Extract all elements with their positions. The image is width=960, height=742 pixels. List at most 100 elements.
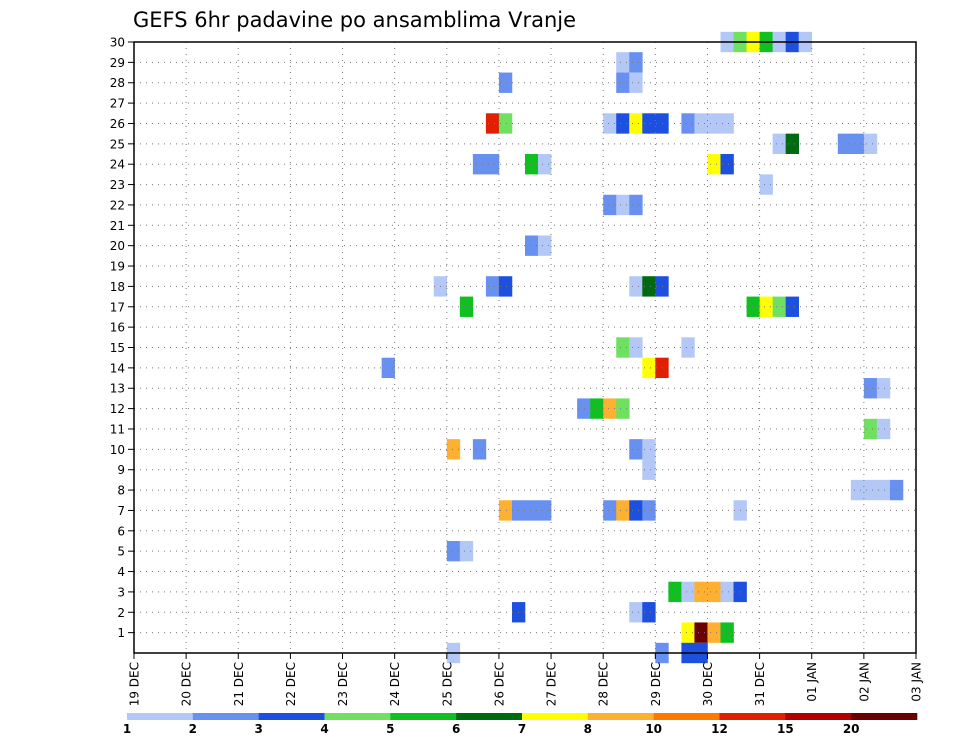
colorbar-tick-label: 6 — [452, 722, 460, 736]
y-tick-label: 23 — [110, 178, 125, 192]
heatmap-cell — [603, 113, 617, 134]
heatmap-cell — [720, 581, 734, 603]
heatmap-cell — [472, 154, 487, 175]
heatmap-cell — [642, 439, 656, 460]
x-tick-label: 19 DEC — [128, 662, 142, 706]
heatmap-cell — [772, 133, 786, 155]
heatmap-cell — [642, 602, 656, 623]
heatmap-cell — [707, 622, 721, 643]
x-tick-label: 25 DEC — [440, 662, 454, 706]
y-tick-label: 2 — [117, 606, 125, 620]
x-tick-label: 01 JAN — [805, 662, 819, 702]
colorbar-tick-label: 5 — [386, 722, 394, 736]
heatmap-cell — [459, 540, 474, 562]
y-tick-label: 21 — [110, 219, 125, 233]
colorbar-tick-label: 3 — [254, 722, 262, 736]
heatmap-cell — [746, 296, 760, 317]
heatmap-cell — [616, 52, 630, 73]
y-tick-label: 4 — [117, 565, 125, 579]
heatmap-cell — [837, 133, 852, 155]
x-tick-label: 03 JAN — [910, 662, 924, 702]
y-tick-label: 15 — [110, 341, 125, 355]
heatmap-cell — [525, 154, 539, 175]
heatmap-cell — [642, 357, 656, 379]
colorbar-swatch — [851, 713, 918, 720]
heatmap-cell — [694, 113, 708, 134]
colorbar-tick-label: 12 — [711, 722, 728, 736]
heatmap-cell — [629, 52, 643, 73]
heatmap-cell — [603, 398, 617, 419]
heatmap-cell — [616, 113, 630, 134]
heatmap-cell — [446, 540, 461, 562]
heatmap-cell — [381, 357, 395, 379]
heatmap-cell — [538, 154, 552, 175]
heatmap-cell — [876, 418, 891, 440]
colorbar-swatch — [522, 713, 589, 720]
y-tick-label: 9 — [117, 463, 125, 477]
x-tick-label: 26 DEC — [492, 662, 506, 706]
heatmap-cell — [681, 581, 695, 603]
y-tick-label: 7 — [117, 504, 125, 518]
heatmap-cell — [707, 113, 721, 134]
x-tick-label: 29 DEC — [649, 662, 663, 706]
heatmap-cell — [876, 479, 891, 501]
heatmap-cell — [785, 133, 799, 155]
y-tick-label: 26 — [110, 117, 125, 131]
colorbar-tick-label: 8 — [584, 722, 592, 736]
y-tick-label: 19 — [110, 260, 125, 274]
heatmap-cell — [642, 500, 656, 521]
colorbar-swatch — [719, 713, 786, 720]
heatmap-cell — [642, 459, 656, 480]
y-tick-label: 30 — [110, 36, 125, 50]
heatmap-cell — [629, 602, 643, 623]
y-axis: 1234567891011121314151617181920212223242… — [110, 36, 134, 640]
heatmap-cell — [498, 500, 513, 521]
y-tick-label: 29 — [110, 56, 125, 70]
heatmap-cell — [629, 72, 643, 93]
y-tick-label: 1 — [117, 626, 125, 640]
heatmap-cell — [629, 500, 643, 521]
y-tick-label: 6 — [117, 524, 125, 538]
chart-title: GEFS 6hr padavine po ansamblima Vranje — [133, 8, 576, 32]
y-tick-label: 8 — [117, 484, 125, 498]
x-tick-label: 22 DEC — [284, 662, 298, 706]
heatmap-cell — [538, 500, 552, 521]
heatmap-cell — [616, 337, 630, 358]
x-tick-label: 02 JAN — [857, 662, 871, 702]
x-tick-label: 30 DEC — [701, 662, 715, 706]
heatmap-cell — [616, 194, 630, 216]
y-tick-label: 5 — [117, 545, 125, 559]
colorbar-swatch — [127, 713, 194, 720]
heatmap-cell — [759, 174, 773, 195]
heatmap-cell — [772, 296, 786, 317]
y-tick-label: 11 — [110, 422, 125, 436]
colorbar-swatch — [390, 713, 457, 720]
heatmap-cell — [668, 581, 682, 603]
heatmap-cell — [642, 276, 656, 297]
heatmap-cell — [720, 154, 734, 175]
y-tick-label: 12 — [110, 402, 125, 416]
heatmap-cell — [694, 622, 708, 643]
x-tick-label: 31 DEC — [753, 662, 767, 706]
heatmap-cell — [629, 194, 643, 216]
y-tick-label: 3 — [117, 585, 125, 599]
x-tick-label: 21 DEC — [232, 662, 246, 706]
heatmap-cell — [616, 500, 630, 521]
y-tick-label: 17 — [110, 300, 125, 314]
heatmap-cell — [603, 194, 617, 216]
colorbar-swatch — [324, 713, 391, 720]
heatmap-cell — [876, 378, 891, 399]
heatmap-cells — [381, 31, 904, 664]
heatmap-cell — [642, 113, 656, 134]
heatmap-cell — [759, 296, 773, 317]
colorbar-tick-label: 20 — [843, 722, 860, 736]
heatmap-cell — [850, 479, 865, 501]
heatmap-cell — [694, 581, 708, 603]
y-tick-label: 28 — [110, 76, 125, 90]
heatmap-cell — [629, 337, 643, 358]
colorbar-swatch — [456, 713, 523, 720]
heatmap-cell — [707, 154, 721, 175]
heatmap-cell — [446, 439, 461, 460]
colorbar-tick-label: 4 — [320, 722, 328, 736]
